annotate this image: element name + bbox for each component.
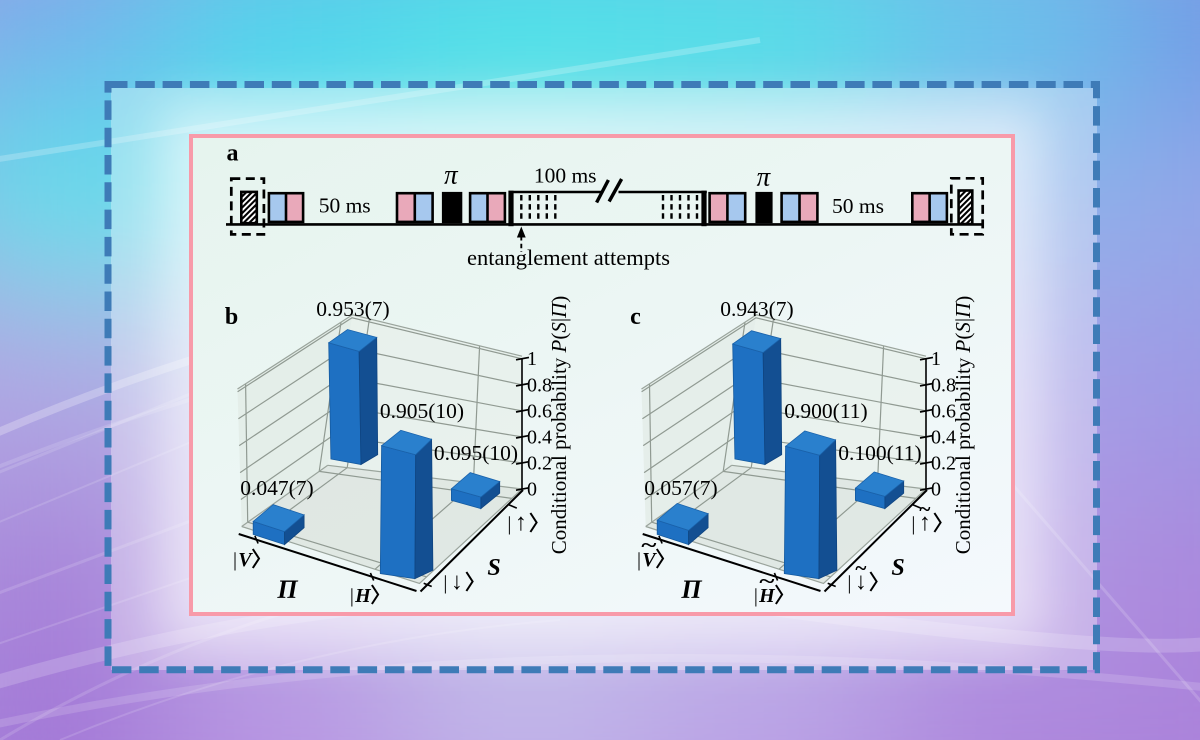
svg-text:Π: Π [680,575,702,604]
svg-text:~: ~ [855,556,866,580]
svg-text:Π: Π [276,575,298,604]
svg-text:Conditional probability P(S|Π): Conditional probability P(S|Π) [547,296,571,555]
svg-text:|: | [233,549,237,571]
svg-text:c: c [630,304,641,330]
svg-text:0: 0 [931,479,941,501]
svg-text:|: | [507,513,511,535]
svg-text:H: H [758,585,776,607]
svg-text:0.4: 0.4 [527,426,552,448]
svg-text:0.047(7): 0.047(7) [240,476,313,500]
svg-text:0.6: 0.6 [931,400,956,422]
svg-text:100 ms: 100 ms [534,163,597,187]
svg-text:0.943(7): 0.943(7) [720,297,793,321]
svg-text:0.2: 0.2 [527,453,552,475]
svg-text:π: π [444,159,459,189]
svg-text:↑: ↑ [515,510,527,536]
svg-text:~: ~ [759,569,774,593]
svg-text:0.8: 0.8 [931,374,956,396]
svg-text:0.2: 0.2 [931,453,956,475]
svg-text:|: | [637,549,641,571]
svg-text:1: 1 [931,348,941,370]
svg-text:b: b [225,304,238,330]
svg-text:|: | [350,585,354,607]
svg-text:~: ~ [919,497,930,521]
svg-text:0.6: 0.6 [527,400,552,422]
svg-text:π: π [757,162,772,192]
svg-text:H: H [354,585,372,607]
svg-text:|: | [754,585,758,607]
svg-text:a: a [227,141,239,167]
svg-text:0.100(11): 0.100(11) [838,441,921,465]
svg-text:↑: ↑ [919,510,931,536]
svg-text:V: V [238,549,253,571]
svg-text:|: | [443,572,447,594]
svg-text:S: S [891,555,904,581]
svg-text:V: V [642,549,657,571]
svg-text:entanglement attempts: entanglement attempts [467,245,670,270]
svg-text:50 ms: 50 ms [319,193,371,217]
svg-text:0: 0 [527,479,537,501]
svg-text:0.900(11): 0.900(11) [784,399,867,423]
svg-text:|: | [847,572,851,594]
svg-text:~: ~ [641,533,656,557]
svg-text:0.057(7): 0.057(7) [644,476,717,500]
svg-text:1: 1 [527,348,537,370]
svg-text:0.095(10): 0.095(10) [434,441,518,465]
svg-text:|: | [911,513,915,535]
svg-text:0.8: 0.8 [527,374,552,396]
svg-text:0.953(7): 0.953(7) [316,297,389,321]
svg-text:50 ms: 50 ms [832,194,884,218]
svg-text:0.4: 0.4 [931,426,956,448]
svg-text:0.905(10): 0.905(10) [380,399,464,423]
svg-text:S: S [487,555,500,581]
svg-text:↓: ↓ [451,569,463,595]
svg-text:Conditional probability P(S|Π): Conditional probability P(S|Π) [951,296,975,555]
svg-text:↓: ↓ [855,569,867,595]
